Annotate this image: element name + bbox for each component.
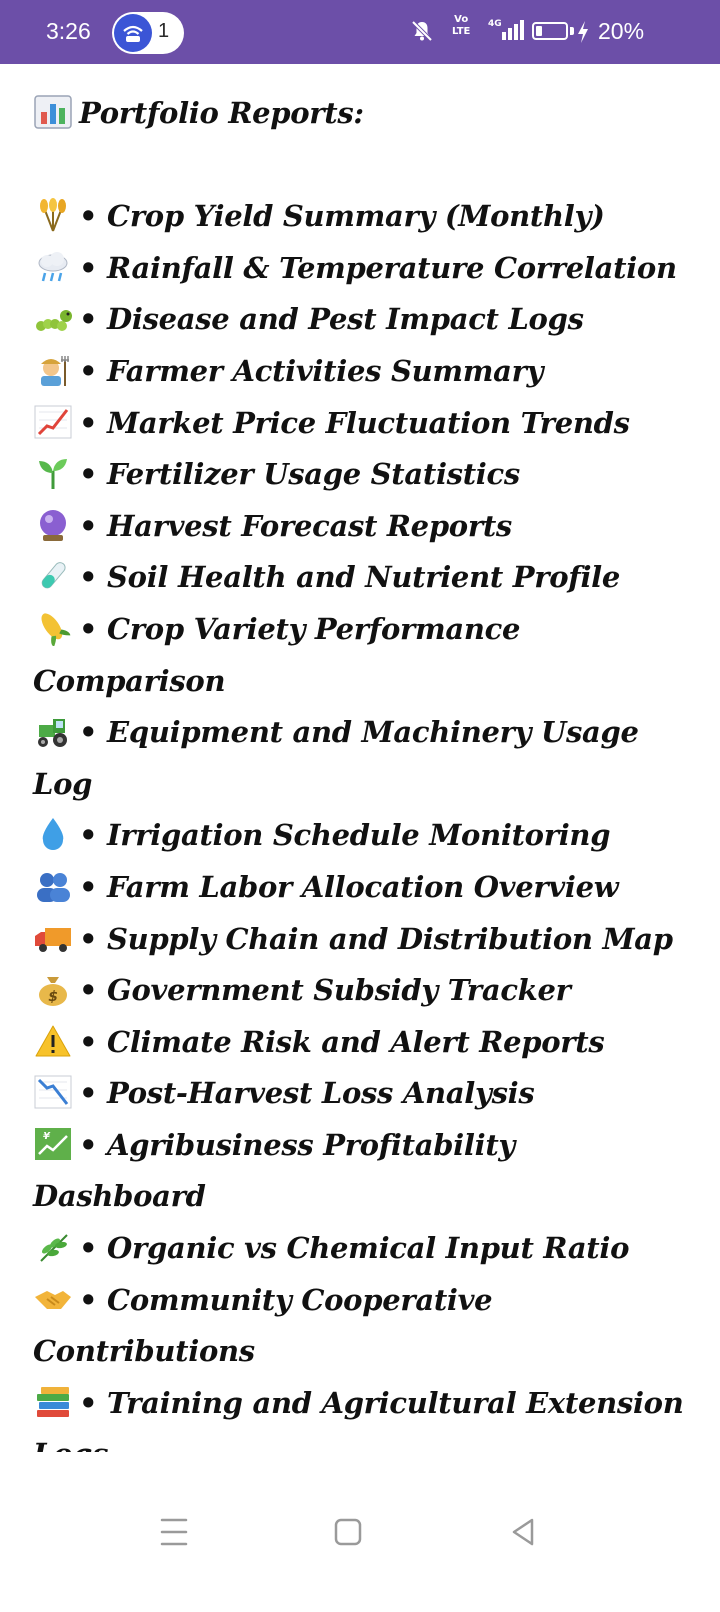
status-icons: Vo LTE 4G 20% bbox=[380, 0, 720, 64]
svg-text:4G: 4G bbox=[488, 19, 502, 29]
report-item: ¥ • Agribusiness Profitability Dashboard bbox=[33, 1120, 693, 1223]
report-item: • Crop Yield Summary (Monthly) bbox=[33, 191, 693, 243]
svg-text:¥: ¥ bbox=[43, 1131, 51, 1142]
report-item-text: • Organic vs Chemical Input Ratio bbox=[79, 1231, 630, 1266]
back-button[interactable] bbox=[494, 1502, 554, 1562]
ear-of-corn-emoji bbox=[33, 610, 73, 646]
report-item: • Climate Risk and Alert Reports bbox=[33, 1017, 693, 1069]
report-item-text: • Community Cooperative Contributions bbox=[33, 1282, 493, 1369]
cloud-with-rain-emoji bbox=[33, 249, 73, 285]
battery-icon bbox=[532, 22, 568, 40]
report-heading: Portfolio Reports: bbox=[33, 88, 693, 140]
report-item-text: • Crop Variety Performance Comparison bbox=[33, 611, 521, 698]
report-item-text: • Climate Risk and Alert Reports bbox=[79, 1024, 605, 1059]
people-emoji bbox=[33, 868, 73, 904]
hotspot-indicator[interactable]: 1 bbox=[112, 12, 184, 54]
sheaf-of-rice-emoji bbox=[33, 197, 73, 233]
message-content: Portfolio Reports: • Crop Yield Summary … bbox=[0, 64, 720, 1452]
report-item-text: • Government Subsidy Tracker bbox=[79, 973, 571, 1008]
report-item: • Equipment and Machinery Usage Log bbox=[33, 707, 693, 810]
report-item-text: • Fertilizer Usage Statistics bbox=[79, 457, 520, 492]
chart-decreasing-emoji bbox=[33, 1074, 73, 1110]
charging-icon bbox=[578, 21, 588, 43]
report-item: • Market Price Fluctuation Trends bbox=[33, 398, 693, 450]
seedling-emoji bbox=[33, 455, 73, 491]
report-item: • Irrigation Schedule Monitoring bbox=[33, 810, 693, 862]
report-item-text: • Rainfall & Temperature Correlation bbox=[79, 250, 677, 285]
report-item: • Harvest Forecast Reports bbox=[33, 501, 693, 553]
volte-icon: Vo LTE bbox=[452, 14, 471, 37]
report-item-text: • Supply Chain and Distribution Map bbox=[79, 921, 673, 956]
chart-increasing-emoji bbox=[33, 404, 73, 440]
report-item: • Disease and Pest Impact Logs bbox=[33, 294, 693, 346]
report-item: • Crop Variety Performance Comparison bbox=[33, 604, 693, 707]
money-bag-emoji: $ bbox=[33, 971, 73, 1007]
bug-emoji bbox=[33, 300, 73, 336]
report-item-text: • Training and Agricultural Extension Lo… bbox=[33, 1385, 684, 1452]
status-bar: 3:26 1 Vo LTE 4G bbox=[0, 0, 720, 64]
report-item: • Post-Harvest Loss Analysis bbox=[33, 1068, 693, 1120]
report-item-text: • Soil Health and Nutrient Profile bbox=[79, 560, 621, 595]
back-icon bbox=[512, 1518, 534, 1546]
report-item-text: • Harvest Forecast Reports bbox=[79, 508, 512, 543]
report-item: • Fertilizer Usage Statistics bbox=[33, 449, 693, 501]
bar-chart-emoji bbox=[33, 94, 73, 130]
signal-icon: 4G bbox=[488, 19, 524, 40]
tractor-emoji bbox=[33, 713, 73, 749]
battery-percent: 20% bbox=[598, 18, 645, 44]
report-item-text: • Farm Labor Allocation Overview bbox=[79, 869, 619, 904]
test-tube-emoji bbox=[33, 558, 73, 594]
farmer-emoji bbox=[33, 352, 73, 388]
report-item: • Soil Health and Nutrient Profile bbox=[33, 552, 693, 604]
report-item: • Community Cooperative Contributions bbox=[33, 1275, 693, 1378]
status-time: 3:26 bbox=[46, 18, 91, 44]
report-item-text: • Disease and Pest Impact Logs bbox=[79, 302, 584, 337]
report-item-text: • Post-Harvest Loss Analysis bbox=[79, 1076, 535, 1111]
herb-emoji bbox=[33, 1229, 73, 1265]
menu-button[interactable] bbox=[144, 1502, 204, 1562]
chart-yen-emoji: ¥ bbox=[33, 1126, 73, 1162]
report-item-text: • Agribusiness Profitability Dashboard bbox=[33, 1127, 515, 1214]
report-item: $ • Government Subsidy Tracker bbox=[33, 965, 693, 1017]
droplet-emoji bbox=[33, 816, 73, 852]
report-item-text: • Equipment and Machinery Usage Log bbox=[33, 715, 639, 801]
hotspot-count: 1 bbox=[158, 20, 170, 42]
report-item: • Supply Chain and Distribution Map bbox=[33, 914, 693, 966]
handshake-emoji bbox=[33, 1281, 73, 1317]
report-item: • Farmer Activities Summary bbox=[33, 346, 693, 398]
hotspot-icon bbox=[114, 14, 152, 52]
report-item-text: • Market Price Fluctuation Trends bbox=[79, 405, 630, 440]
crystal-ball-emoji bbox=[33, 507, 73, 543]
message-body[interactable]: Portfolio Reports: • Crop Yield Summary … bbox=[33, 88, 693, 1452]
report-item: • Organic vs Chemical Input Ratio bbox=[33, 1223, 693, 1275]
menu-icon bbox=[160, 1518, 188, 1546]
report-item: • Rainfall & Temperature Correlation bbox=[33, 243, 693, 295]
home-button[interactable] bbox=[318, 1502, 378, 1562]
report-item: • Farm Labor Allocation Overview bbox=[33, 862, 693, 914]
report-item: • Training and Agricultural Extension Lo… bbox=[33, 1378, 693, 1452]
home-icon bbox=[334, 1518, 362, 1546]
books-emoji bbox=[33, 1384, 73, 1420]
svg-text:$: $ bbox=[48, 989, 57, 1005]
report-item-text: • Irrigation Schedule Monitoring bbox=[79, 818, 611, 853]
mute-icon bbox=[411, 20, 433, 42]
delivery-truck-emoji bbox=[33, 920, 73, 956]
report-item-text: • Farmer Activities Summary bbox=[79, 353, 544, 388]
report-item-text: • Crop Yield Summary (Monthly) bbox=[79, 199, 605, 234]
warning-emoji bbox=[33, 1023, 73, 1059]
